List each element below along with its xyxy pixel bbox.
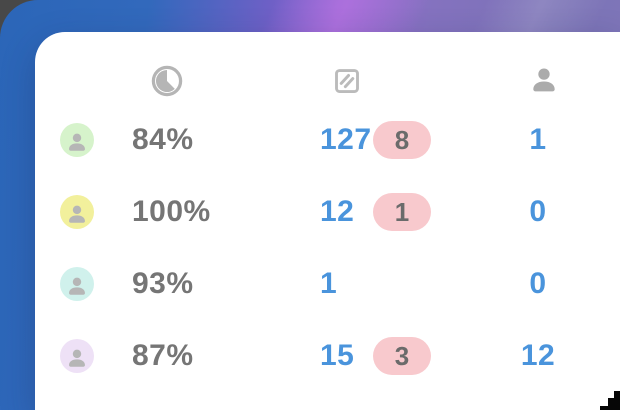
status-badge: 3	[373, 337, 431, 375]
avatar	[60, 267, 94, 301]
table-row: 100% 12 1 0	[35, 176, 620, 248]
status-badge: 8	[373, 121, 431, 159]
count-value: 127	[320, 123, 372, 156]
percent-value: 84%	[132, 123, 194, 156]
percent-value: 93%	[132, 267, 194, 300]
person-silhouette-icon	[69, 205, 85, 223]
person-silhouette-icon	[69, 349, 85, 367]
column-header-tasks	[332, 66, 362, 96]
person-icon	[529, 65, 559, 97]
table-row: 93% 1 0	[35, 248, 620, 320]
stats-card: 84% 127 8 1 100% 12 1 0	[35, 32, 620, 410]
table-row: 87% 15 3 12	[35, 320, 620, 392]
avatar	[60, 339, 94, 373]
table-row: 84% 127 8 1	[35, 104, 620, 176]
tasks-done-icon	[332, 66, 362, 96]
assigned-value: 0	[529, 267, 547, 300]
person-silhouette-icon	[69, 133, 85, 151]
corner-artifact	[614, 391, 620, 410]
assigned-value: 1	[529, 123, 547, 156]
assigned-value: 12	[520, 339, 556, 372]
count-value: 1	[320, 267, 338, 300]
person-silhouette-icon	[69, 277, 85, 295]
column-header-people	[529, 65, 559, 97]
percent-value: 87%	[132, 339, 194, 372]
count-value: 12	[320, 195, 355, 228]
count-value: 15	[320, 339, 355, 372]
assigned-value: 0	[529, 195, 547, 228]
percent-value: 100%	[132, 195, 211, 228]
avatar	[60, 195, 94, 229]
status-badge: 1	[373, 193, 431, 231]
clock-icon	[150, 64, 184, 98]
column-header-time	[150, 64, 184, 98]
avatar	[60, 123, 94, 157]
